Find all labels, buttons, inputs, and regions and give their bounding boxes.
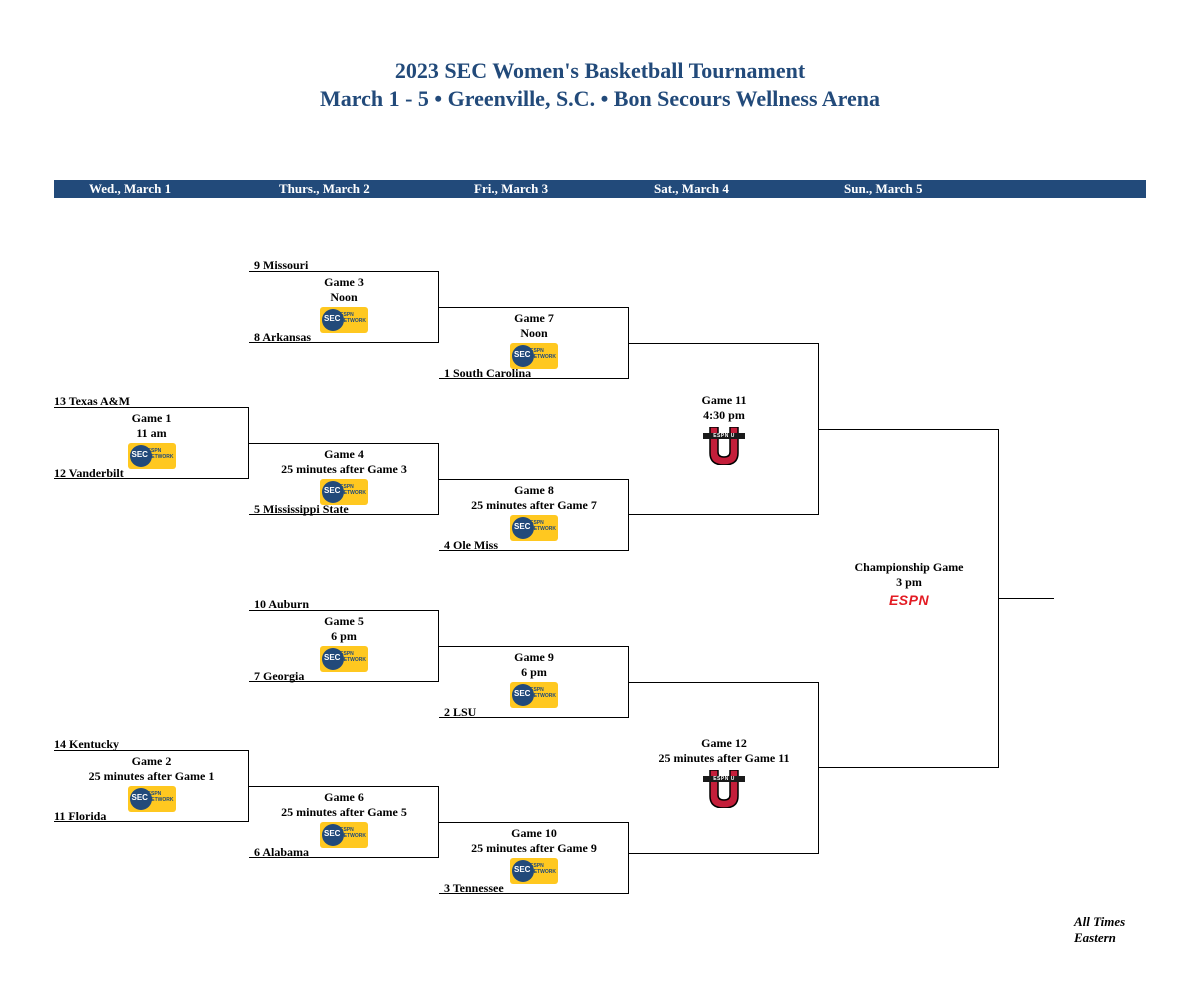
- game-label: Game 825 minutes after Game 7ESPNNETWORK: [439, 483, 629, 541]
- day-label: Wed., March 1: [89, 181, 171, 197]
- tournament-subtitle: March 1 - 5 • Greenville, S.C. • Bon Sec…: [0, 86, 1200, 112]
- game-label: Game 7NoonESPNNETWORK: [439, 311, 629, 369]
- team-label: 13 Texas A&M: [54, 394, 130, 409]
- day-label: Thurs., March 2: [279, 181, 370, 197]
- game-label: Game 625 minutes after Game 5ESPNNETWORK: [249, 790, 439, 848]
- sec-network-icon: ESPNNETWORK: [128, 443, 176, 469]
- day-label: Sat., March 4: [654, 181, 729, 197]
- team-label: 14 Kentucky: [54, 737, 119, 752]
- game-label: Game 56 pmESPNNETWORK: [249, 614, 439, 672]
- day-header-bar: Wed., March 1 Thurs., March 2 Fri., March …: [54, 180, 1146, 198]
- team-label: 10 Auburn: [254, 597, 309, 612]
- sec-network-icon: ESPNNETWORK: [320, 479, 368, 505]
- final-line: [999, 598, 1054, 599]
- sec-network-icon: ESPNNETWORK: [320, 646, 368, 672]
- game-label: Game 1025 minutes after Game 9ESPNNETWOR…: [439, 826, 629, 884]
- game-label: Game 111 amESPNNETWORK: [54, 411, 249, 469]
- espnu-icon: ESPN U: [707, 427, 741, 465]
- sec-network-icon: ESPNNETWORK: [320, 822, 368, 848]
- day-label: Sun., March 5: [844, 181, 923, 197]
- espnu-icon: ESPN U: [707, 770, 741, 808]
- sec-network-icon: ESPNNETWORK: [320, 307, 368, 333]
- tournament-title: 2023 SEC Women's Basketball Tournament: [0, 58, 1200, 84]
- sec-network-icon: ESPNNETWORK: [510, 682, 558, 708]
- game-label: Game 1225 minutes after Game 11ESPN U: [629, 736, 819, 808]
- bracket-container: 13 Texas A&M12 Vanderbilt14 Kentucky11 F…: [54, 198, 1146, 938]
- sec-network-icon: ESPNNETWORK: [510, 515, 558, 541]
- sec-network-icon: ESPNNETWORK: [510, 858, 558, 884]
- team-label: 9 Missouri: [254, 258, 308, 273]
- game-label: Game 3NoonESPNNETWORK: [249, 275, 439, 333]
- game-label: Game 96 pmESPNNETWORK: [439, 650, 629, 708]
- footnote: All Times Eastern: [1074, 914, 1146, 946]
- day-label: Fri., March 3: [474, 181, 548, 197]
- sec-network-icon: ESPNNETWORK: [128, 786, 176, 812]
- espn-icon: ESPN: [819, 592, 999, 608]
- sec-network-icon: ESPNNETWORK: [510, 343, 558, 369]
- game-label: Game 114:30 pmESPN U: [629, 393, 819, 465]
- game-label: Championship Game3 pmESPN: [819, 560, 999, 608]
- game-label: Game 225 minutes after Game 1ESPNNETWORK: [54, 754, 249, 812]
- game-label: Game 425 minutes after Game 3ESPNNETWORK: [249, 447, 439, 505]
